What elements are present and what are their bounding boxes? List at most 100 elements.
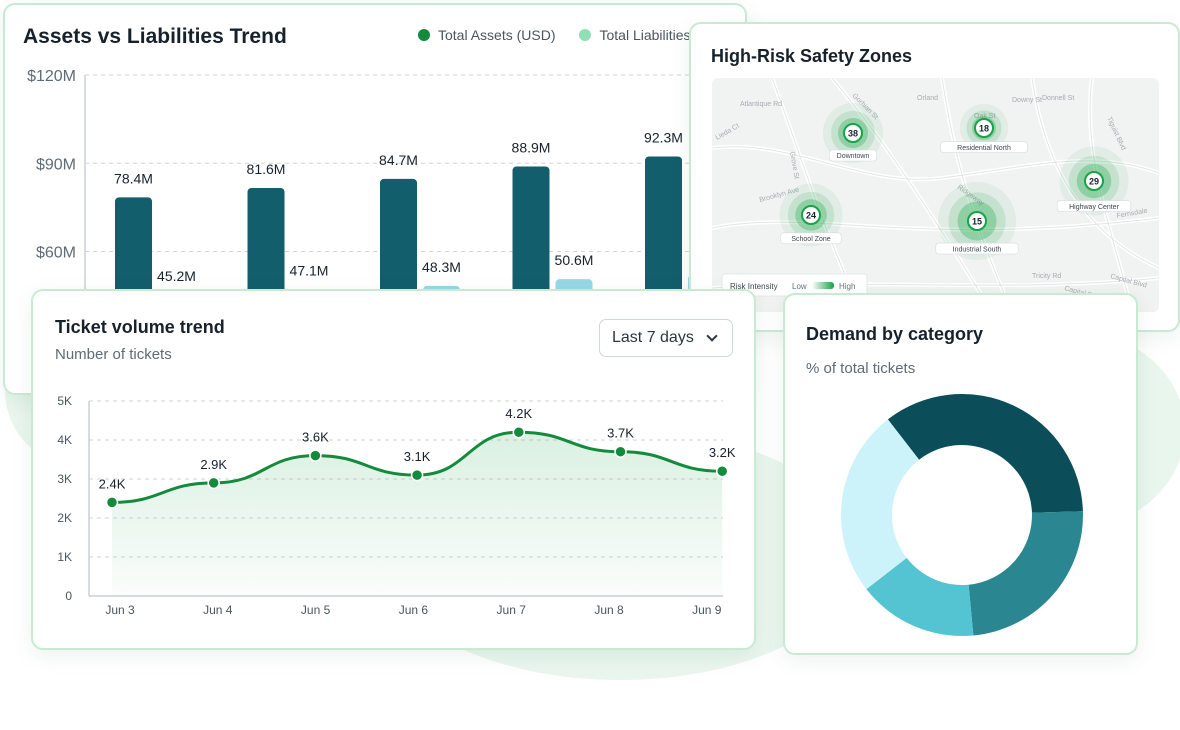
legend-item-liabilities: Total Liabilities [579,27,691,43]
risk-legend-low: Low [792,282,807,291]
zone-label: Industrial South [953,246,1002,253]
risk-zone-marker: 38 Downtown [823,103,883,163]
bar-label-assets: 88.9M [512,139,551,155]
zone-pin [974,118,994,138]
ticket-card-subtitle: Number of tickets [55,346,172,363]
zone-count: 24 [806,211,816,221]
legend-dot-assets [418,29,430,41]
map-road-edge [831,78,993,312]
zone-label: Highway Center [1069,204,1119,211]
legend-label-assets: Total Assets (USD) [438,27,556,43]
data-point [105,496,119,509]
ticket-card-title: Ticket volume trend [55,317,225,337]
donut-slice [968,511,1083,636]
risk-legend-title: Risk Intensity [730,282,778,291]
bar-label-assets: 92.3M [644,129,683,145]
map-canvas: Atlantique Rd Gorhian St Orland Downy St Don… [712,78,1159,312]
map-card-title: High-Risk Safety Zones [711,46,913,66]
y-tick-label: 1K [57,550,72,564]
map-road-edge [712,217,1159,231]
demand-category-card: Demand by category % of total tickets [783,293,1138,655]
data-label: 2.9K [200,457,227,472]
risk-zone-marker: 29 Highway Center [1056,146,1132,216]
risk-zone-marker: 15 Industrial South [935,182,1019,260]
zone-count: 18 [979,124,989,134]
zone-pin [1084,171,1104,191]
zone-label-box [935,242,1019,255]
x-tick-label: Jun 6 [399,603,429,617]
bar-label-assets: 78.4M [114,170,153,186]
map-road-edge [941,78,1013,312]
zone-count: 29 [1089,177,1099,187]
map-street-label: Orland [917,95,938,102]
data-point [614,445,627,458]
assets-legend: Total Assets (USD) Total Liabilities [418,27,691,43]
zone-label: Residential North [957,145,1011,152]
y-tick-label: 0 [65,589,72,603]
risk-legend-gradient [812,282,834,289]
date-range-select[interactable]: Last 7 days [599,319,733,357]
data-label: 3.2K [709,445,736,460]
map-street-label: Tiguist Blvd [1105,116,1127,152]
data-point [410,468,424,482]
risk-intensity-legend: Risk Intensity Low High [721,273,868,297]
map-street-label: Oak St [974,113,995,120]
date-range-value: Last 7 days [612,329,694,346]
safety-zones-map[interactable]: Atlantique Rd Gorhian St Orland Downy St Don… [712,78,1159,312]
data-point [207,476,220,490]
x-tick-label: Jun 8 [594,603,624,617]
assets-card-title: Assets vs Liabilities Trend [23,25,287,48]
zone-label: School Zone [791,236,830,243]
ticket-area-fill [112,432,723,596]
y-tick-label: $90M [36,156,76,173]
x-tick-label: Jun 7 [497,603,527,617]
data-label: 3.7K [607,426,634,441]
zone-pin [801,205,821,225]
demand-card-subtitle: % of total tickets [806,360,916,377]
map-street-label: Atlantique Rd [740,101,782,108]
zone-label-box [940,141,1028,153]
map-street-label: Donnell St [1042,95,1074,102]
x-tick-label: Jun 4 [203,603,233,617]
map-street-label: Lieda Ct [715,123,741,142]
y-tick-label: 3K [57,472,72,486]
map-street-label: Grove St [788,151,800,179]
demand-donut-chart [841,394,1083,636]
zone-pin [967,211,987,231]
x-tick-label: Jun 5 [301,603,331,617]
map-street-label: Capital Blvd [1109,273,1147,289]
x-tick-label: Jun 9 [692,603,722,617]
y-tick-label: $120M [27,68,76,85]
zone-label: Downtown [837,153,870,160]
legend-item-assets: Total Assets (USD) [418,27,555,43]
legend-label-liabilities: Total Liabilities [599,27,691,43]
bar-label-assets: 81.6M [247,161,286,177]
map-street-label: Tricity Rd [1032,273,1061,280]
y-tick-label: 5K [57,394,72,408]
ticket-volume-card: Ticket volume trend Number of tickets La… [31,289,756,650]
zone-label-box [1056,200,1132,212]
risk-legend-high: High [839,282,855,291]
ticket-area-chart: 0 1K 2K 3K 4K 5K 2.4K Jun 3 2.9K Jun 4 3.6K Jun 5 3.… [57,394,736,617]
legend-dot-liabilities [579,29,592,41]
bar-label-liabilities: 45.2M [157,268,196,284]
zone-count: 38 [848,129,858,139]
donut-slice [841,419,920,590]
risk-zone-marker: 18 Residential North [940,104,1028,153]
data-label: 2.4K [99,476,126,491]
zone-count: 15 [972,217,982,227]
data-point [512,425,526,439]
x-tick-label: Jun 3 [105,603,135,617]
data-label: 4.2K [505,406,532,421]
zone-pin [843,123,863,143]
bar-label-liabilities: 48.3M [422,259,461,275]
safety-zones-card: High-Risk Safety Zones Atlantique Rd Gorh… [689,22,1180,332]
data-point [715,464,729,478]
data-label: 3.6K [302,430,329,445]
data-point [309,449,322,462]
demand-card-title: Demand by category [806,324,984,344]
map-road-edge [712,146,1159,180]
y-tick-label: 2K [57,511,72,525]
zone-label-box [780,232,842,245]
